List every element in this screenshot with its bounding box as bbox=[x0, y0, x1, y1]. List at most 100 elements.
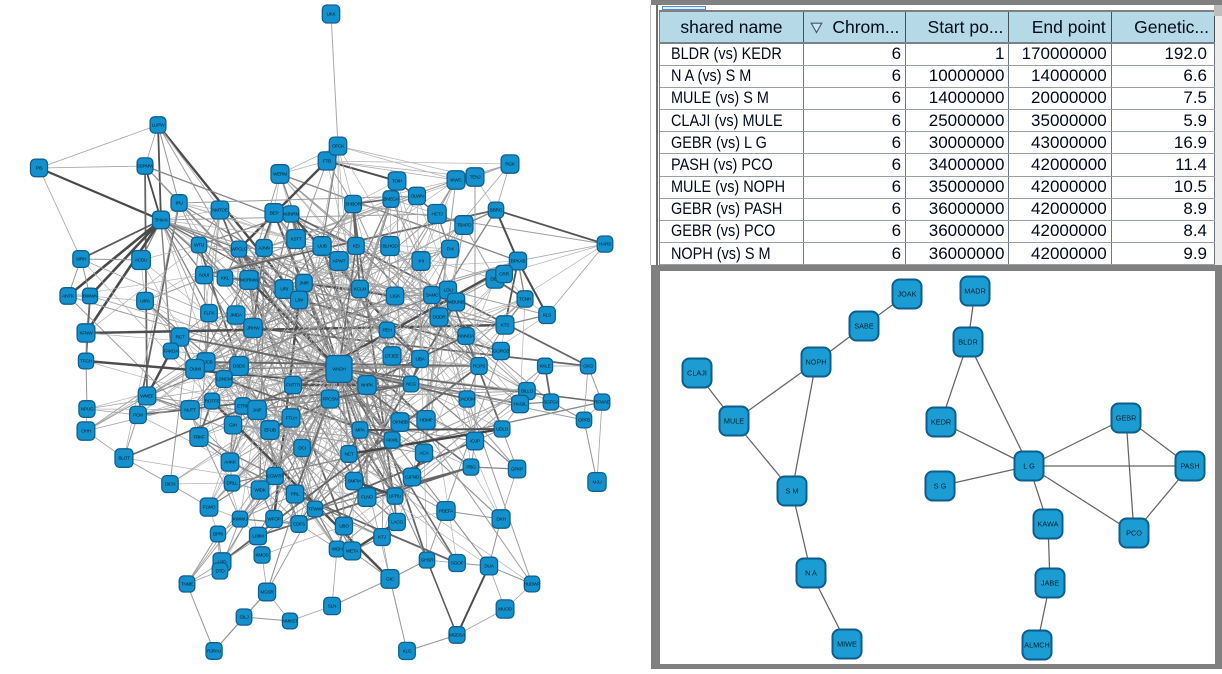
svg-text:FAKDA: FAKDA bbox=[164, 349, 179, 355]
svg-text:SAMC: SAMC bbox=[426, 293, 439, 299]
svg-text:JMDA: JMDA bbox=[230, 313, 243, 319]
svg-text:EFUB: EFUB bbox=[264, 428, 276, 434]
svg-text:PIS: PIS bbox=[36, 166, 43, 172]
svg-text:TBAPD: TBAPD bbox=[457, 223, 472, 229]
svg-text:MORMW: MORMW bbox=[240, 278, 259, 284]
svg-text:PBEFA: PBEFA bbox=[439, 509, 454, 515]
svg-text:BLOT: BLOT bbox=[118, 456, 130, 462]
svg-text:OKNBB: OKNBB bbox=[392, 420, 407, 426]
svg-text:SGOF: SGOF bbox=[451, 561, 464, 567]
svg-text:SMFM: SMFM bbox=[348, 479, 361, 485]
svg-text:HARS: HARS bbox=[599, 242, 611, 248]
svg-text:NOPH: NOPH bbox=[805, 358, 826, 367]
svg-text:TOIH: TOIH bbox=[392, 179, 403, 185]
svg-text:ANTK: ANTK bbox=[62, 294, 75, 300]
svg-text:AJNN: AJNN bbox=[258, 246, 270, 252]
svg-text:WFOP: WFOP bbox=[267, 517, 280, 523]
svg-text:SSPMW: SSPMW bbox=[137, 164, 154, 170]
svg-text:TCNH: TCNH bbox=[519, 297, 532, 303]
svg-text:DODR: DODR bbox=[433, 315, 447, 321]
svg-text:FLNO: FLNO bbox=[361, 495, 373, 501]
svg-text:JOAK: JOAK bbox=[897, 290, 916, 299]
svg-text:DKH: DKH bbox=[496, 517, 506, 523]
svg-text:ROTFE: ROTFE bbox=[205, 399, 220, 405]
svg-text:LUPW: LUPW bbox=[152, 123, 165, 129]
svg-text:KFNW: KFNW bbox=[80, 331, 94, 337]
svg-text:CGWTP: CGWTP bbox=[267, 474, 283, 480]
svg-text:NMTOE: NMTOE bbox=[212, 208, 228, 214]
svg-text:FBKF: FBKF bbox=[193, 435, 204, 441]
svg-text:WMEF: WMEF bbox=[140, 394, 154, 400]
svg-text:GEBR: GEBR bbox=[1116, 414, 1137, 423]
svg-text:PPCSN: PPCSN bbox=[322, 397, 338, 403]
svg-text:BWWK: BWWK bbox=[83, 294, 98, 300]
svg-text:MGDSA: MGDSA bbox=[449, 633, 466, 639]
svg-text:BBRG: BBRG bbox=[490, 208, 503, 214]
svg-text:S M: S M bbox=[786, 487, 799, 496]
svg-text:UUB: UUB bbox=[317, 244, 326, 250]
svg-text:PRL: PRL bbox=[291, 492, 300, 498]
svg-text:SIRH: SIRH bbox=[76, 257, 87, 263]
svg-text:BNEGA: BNEGA bbox=[383, 197, 399, 203]
svg-text:KLG: KLG bbox=[403, 649, 412, 655]
svg-text:GHSR: GHSR bbox=[421, 558, 434, 564]
svg-text:KLS: KLS bbox=[543, 313, 551, 319]
svg-text:JAIP: JAIP bbox=[253, 408, 262, 414]
svg-text:CLAJI: CLAJI bbox=[687, 369, 707, 378]
svg-text:WIDK: WIDK bbox=[254, 488, 266, 494]
svg-text:LIW: LIW bbox=[295, 298, 303, 304]
svg-text:GIC: GIC bbox=[386, 577, 394, 583]
svg-text:AKWL: AKWL bbox=[386, 438, 399, 444]
svg-text:NJUI: NJUI bbox=[199, 273, 208, 279]
svg-text:WJNRM: WJNRM bbox=[283, 212, 300, 218]
svg-text:KCLM: KCLM bbox=[354, 287, 366, 293]
svg-text:ETRK: ETRK bbox=[237, 404, 250, 410]
svg-text:PBG: PBG bbox=[466, 465, 476, 471]
svg-text:CJFND: CJFND bbox=[405, 475, 420, 481]
svg-text:JABE: JABE bbox=[1041, 579, 1059, 588]
svg-text:WERM: WERM bbox=[273, 172, 287, 178]
svg-text:RCT: RCT bbox=[176, 335, 185, 341]
svg-text:RFWAE: RFWAE bbox=[594, 400, 610, 406]
svg-text:DCI: DCI bbox=[298, 446, 305, 452]
svg-text:ACA: ACA bbox=[420, 451, 430, 457]
svg-text:GIH: GIH bbox=[229, 423, 237, 429]
svg-text:BLDR: BLDR bbox=[958, 338, 977, 347]
svg-text:LIGK: LIGK bbox=[390, 294, 401, 300]
svg-text:DUA: DUA bbox=[484, 564, 494, 570]
svg-text:TFWW: TFWW bbox=[308, 507, 322, 513]
svg-text:GILJ: GILJ bbox=[240, 615, 250, 621]
svg-text:JAOOM: JAOOM bbox=[459, 397, 475, 403]
svg-text:GGRGB: GGRGB bbox=[493, 349, 509, 355]
svg-text:WPCLC: WPCLC bbox=[231, 247, 248, 253]
svg-text:BLHGD: BLHGD bbox=[382, 244, 398, 250]
svg-text:BEP: BEP bbox=[270, 211, 279, 217]
svg-text:KMOS: KMOS bbox=[256, 553, 269, 559]
svg-text:OFCK: OFCK bbox=[332, 144, 345, 150]
svg-text:SABE: SABE bbox=[854, 322, 874, 331]
svg-text:MULE: MULE bbox=[724, 417, 744, 426]
svg-text:WBUNB: WBUNB bbox=[448, 300, 464, 306]
svg-text:KEDR: KEDR bbox=[931, 418, 951, 427]
svg-text:URI: URI bbox=[280, 287, 287, 293]
svg-text:LSNCM: LSNCM bbox=[216, 377, 232, 383]
svg-text:KAWA: KAWA bbox=[1038, 520, 1059, 529]
svg-text:KTJ: KTJ bbox=[378, 535, 387, 541]
svg-text:CDFS: CDFS bbox=[293, 522, 305, 528]
svg-text:OUMI: OUMI bbox=[189, 367, 200, 373]
svg-text:HAGIL: HAGIL bbox=[514, 402, 528, 408]
svg-text:RCPS: RCPS bbox=[473, 364, 485, 370]
svg-text:FTB: FTB bbox=[323, 159, 331, 165]
svg-text:SLN: SLN bbox=[328, 604, 337, 610]
svg-text:FLWO: FLWO bbox=[203, 505, 216, 511]
svg-text:PEH: PEH bbox=[383, 328, 393, 334]
svg-text:KKLE: KKLE bbox=[539, 364, 550, 370]
svg-text:KKL: KKL bbox=[221, 276, 230, 282]
svg-text:OLWN: OLWN bbox=[411, 194, 425, 200]
svg-text:IHI: IHI bbox=[418, 259, 423, 265]
svg-text:MIWE: MIWE bbox=[837, 640, 857, 649]
svg-text:HCTJ: HCTJ bbox=[431, 212, 443, 218]
svg-text:RGK: RGK bbox=[505, 162, 516, 168]
svg-text:MPA: MPA bbox=[355, 428, 365, 434]
svg-text:ALMCH: ALMCH bbox=[1024, 641, 1050, 650]
